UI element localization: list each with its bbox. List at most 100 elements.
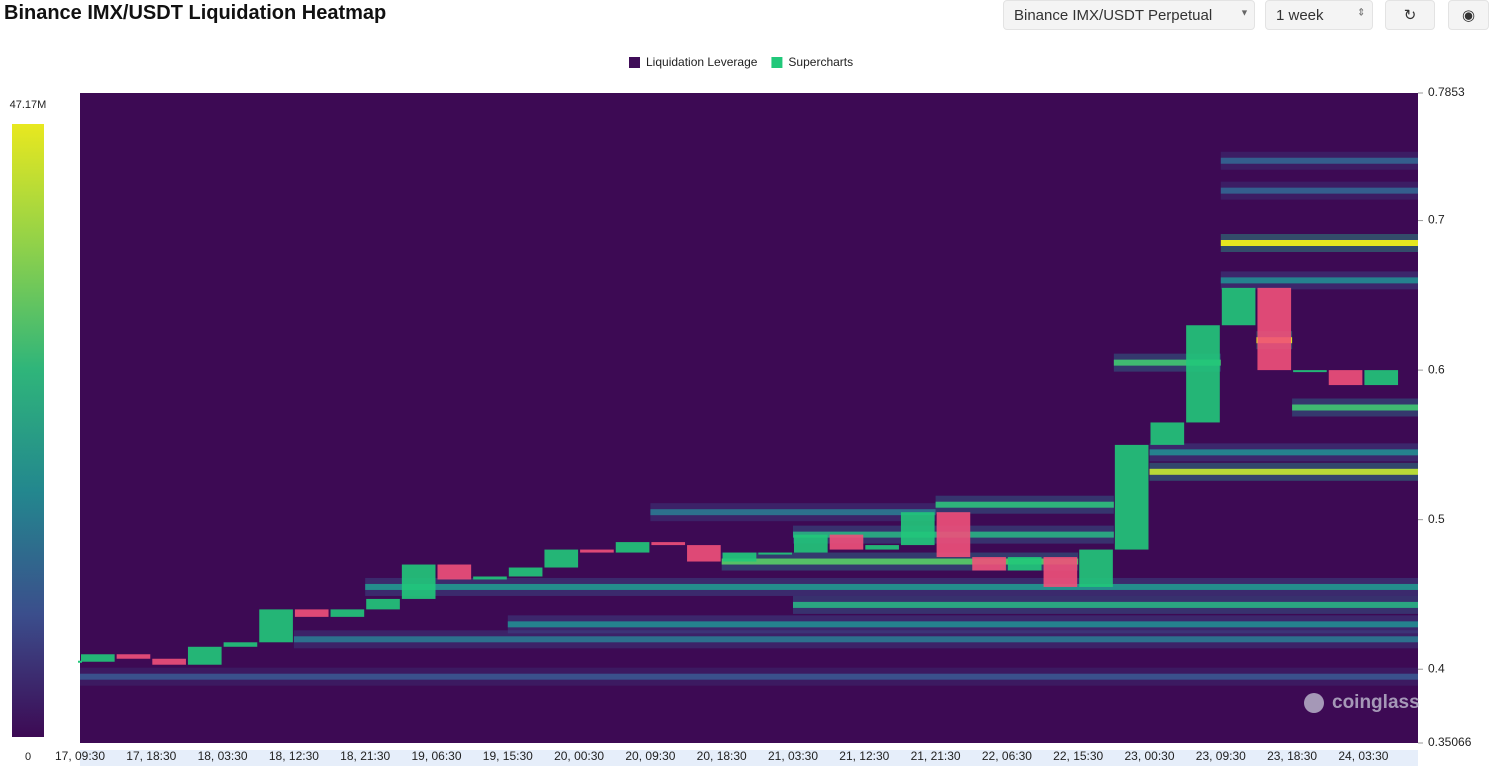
candle — [366, 598, 400, 610]
heat-glow — [80, 667, 1418, 686]
x-tick-label: 23, 09:30 — [1196, 749, 1246, 763]
x-tick-label: 17, 09:30 — [55, 749, 105, 763]
x-tick-label: 20, 18:30 — [697, 749, 747, 763]
heat-band — [1149, 449, 1418, 456]
candle — [1114, 444, 1149, 550]
candle — [259, 609, 293, 643]
screenshot-button[interactable]: ◉ — [1448, 0, 1489, 30]
candle — [508, 567, 543, 577]
x-tick-label: 21, 12:30 — [839, 749, 889, 763]
heat-glow — [365, 577, 1419, 596]
heatmap-background — [80, 93, 1418, 743]
heat-band — [1292, 404, 1418, 411]
candle — [865, 545, 899, 550]
candle — [116, 654, 151, 659]
x-tick-label: 20, 09:30 — [625, 749, 675, 763]
x-tick-label: 18, 03:30 — [198, 749, 248, 763]
candle — [1043, 557, 1078, 587]
refresh-button[interactable]: ↻ — [1385, 0, 1435, 30]
candle — [1221, 287, 1256, 326]
x-tick-label: 24, 03:30 — [1338, 749, 1388, 763]
heat-band — [1256, 337, 1293, 344]
y-tick-label: 0.4 — [1428, 661, 1445, 675]
legend-swatch — [629, 57, 640, 68]
heat-band — [1220, 239, 1418, 246]
legend-label: Liquidation Leverage — [646, 55, 758, 69]
heat-glow — [650, 503, 936, 522]
x-tick-label: 21, 21:30 — [911, 749, 961, 763]
colorbar — [12, 124, 44, 737]
heat-band — [1149, 468, 1418, 475]
candle — [829, 534, 864, 550]
candle — [615, 542, 650, 553]
candle — [1364, 370, 1399, 386]
legend-label: Supercharts — [788, 55, 853, 69]
candle — [651, 542, 686, 546]
candle — [544, 549, 579, 568]
heat-glow — [1149, 443, 1418, 462]
heat-glow — [1220, 181, 1418, 200]
heat-glow — [721, 552, 1079, 571]
candle — [81, 654, 115, 662]
candle — [1257, 287, 1292, 371]
title: Binance IMX/USDT Liquidation Heatmap — [4, 2, 387, 24]
colorbar-label: 47.17M — [10, 99, 47, 111]
y-tick-label: 0.7 — [1428, 213, 1445, 227]
heat-glow — [793, 525, 1114, 544]
candle — [1007, 557, 1042, 571]
candle — [223, 642, 258, 647]
heat-band — [1113, 359, 1221, 366]
candle — [1079, 549, 1113, 587]
x-tick-label: 22, 06:30 — [982, 749, 1032, 763]
colorbar-label: 0 — [25, 751, 31, 763]
x-tick-label: 18, 21:30 — [340, 749, 390, 763]
x-tick-label: 18, 12:30 — [269, 749, 319, 763]
x-tick-label: 21, 03:30 — [768, 749, 818, 763]
candle — [900, 512, 935, 546]
candle — [580, 549, 614, 553]
candle — [187, 646, 222, 665]
heat-glow — [1256, 331, 1293, 350]
x-tick-label: 23, 18:30 — [1267, 749, 1317, 763]
watermark-logo — [1304, 693, 1324, 713]
x-tick-label: 19, 06:30 — [411, 749, 461, 763]
x-axis-strip — [80, 750, 1418, 766]
heat-band — [507, 621, 1418, 628]
y-tick-label: 0.6 — [1428, 362, 1445, 376]
y-tick-label: 0.35066 — [1428, 735, 1472, 749]
candle — [758, 552, 792, 555]
candle — [1150, 422, 1185, 445]
candle — [294, 609, 329, 617]
heat-glow — [793, 595, 1418, 614]
heat-band — [650, 509, 936, 516]
candle — [1328, 370, 1363, 386]
candle — [936, 512, 971, 558]
candle — [972, 557, 1006, 571]
candle — [794, 534, 828, 553]
heat-glow — [293, 630, 1418, 649]
heat-band — [1220, 157, 1418, 164]
y-tick-label: 0.5 — [1428, 512, 1445, 526]
range-select[interactable]: 1 week — [1265, 0, 1373, 30]
heat-band — [293, 636, 1418, 643]
heat-glow — [1113, 353, 1221, 372]
x-tick-label: 20, 00:30 — [554, 749, 604, 763]
x-tick-label: 19, 15:30 — [483, 749, 533, 763]
pair-select[interactable]: Binance IMX/USDT Perpetual — [1003, 0, 1255, 30]
heat-band — [793, 601, 1418, 608]
heat-glow — [507, 615, 1418, 634]
candle — [437, 564, 472, 580]
heat-band — [793, 531, 1114, 538]
heat-glow — [1220, 233, 1418, 252]
x-tick-label: 22, 15:30 — [1053, 749, 1103, 763]
candle — [330, 609, 365, 617]
candle — [78, 660, 82, 663]
heat-band — [935, 501, 1114, 508]
x-tick-label: 23, 00:30 — [1124, 749, 1174, 763]
heat-glow — [1149, 462, 1418, 481]
candle — [152, 658, 186, 665]
heat-band — [721, 558, 1079, 565]
legend-swatch — [771, 57, 783, 68]
